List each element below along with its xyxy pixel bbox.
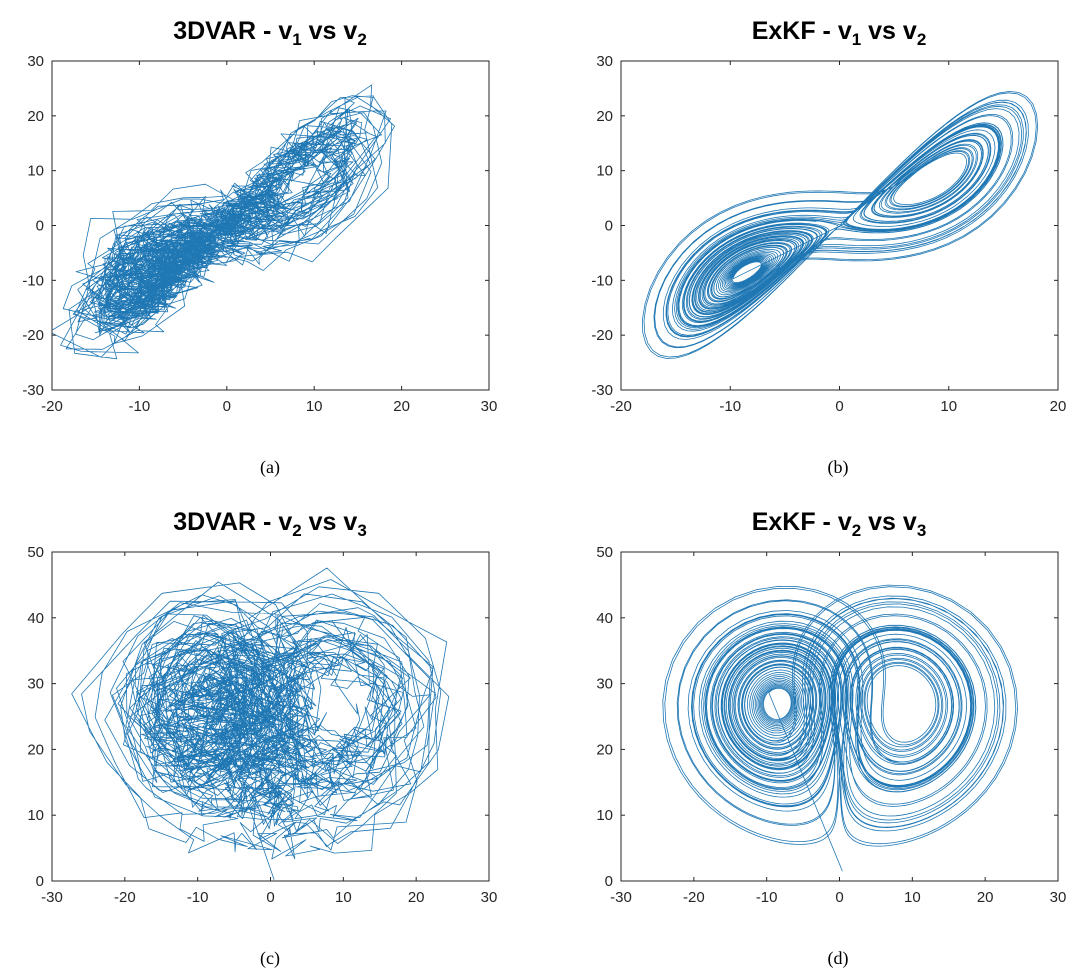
y-tick-label: 10 bbox=[596, 807, 613, 824]
x-tick-label: -20 bbox=[41, 398, 63, 415]
y-tick-label: 20 bbox=[596, 741, 613, 758]
y-tick-label: 40 bbox=[27, 610, 44, 627]
x-tick-label: 30 bbox=[481, 398, 498, 415]
y-tick-label: 20 bbox=[27, 741, 44, 758]
x-tick-label: 10 bbox=[940, 398, 957, 415]
y-tick-label: -10 bbox=[22, 272, 44, 289]
x-tick-label: 0 bbox=[223, 398, 231, 415]
x-tick-label: 10 bbox=[306, 398, 323, 415]
axes-box bbox=[620, 60, 1059, 391]
x-tick-label: 20 bbox=[977, 889, 994, 906]
panel-a-title: 3DVAR - v1 vs v2 bbox=[173, 17, 367, 49]
panel-c-plot-area: -30 -20 -10 0 10 20 30 0 10 20 30 40 50 bbox=[27, 544, 497, 906]
y-tick-label: 40 bbox=[596, 610, 613, 627]
x-tick-label: -10 bbox=[129, 398, 151, 415]
y-tick-label: 0 bbox=[605, 873, 613, 890]
x-tick-label: -20 bbox=[683, 889, 705, 906]
panel-d-title: ExKF - v2 vs v3 bbox=[752, 508, 927, 540]
panel-d: ExKF - v2 vs v3 -30 -20 -10 0 10 20 30 0 10 20 30 4… bbox=[596, 508, 1066, 969]
trajectory-line bbox=[52, 84, 395, 360]
y-tick-label: 0 bbox=[36, 873, 44, 890]
y-tick-label: -10 bbox=[591, 272, 613, 289]
y-tick-label: -20 bbox=[591, 327, 613, 344]
panel-d-plot-area: -30 -20 -10 0 10 20 30 0 10 20 30 40 50 bbox=[596, 544, 1066, 906]
x-tick-label: 20 bbox=[1050, 398, 1067, 415]
y-tick-label: 20 bbox=[27, 108, 44, 125]
x-tick-label: -10 bbox=[756, 889, 778, 906]
x-tick-label: -10 bbox=[719, 398, 741, 415]
x-tick-label: 10 bbox=[904, 889, 921, 906]
y-tick-label: 10 bbox=[27, 163, 44, 180]
x-tick-label: -20 bbox=[114, 889, 136, 906]
x-tick-label: -20 bbox=[610, 398, 632, 415]
y-tick-label: 50 bbox=[596, 544, 613, 561]
x-tick-label: -30 bbox=[41, 889, 63, 906]
panel-b-caption: (b) bbox=[828, 457, 849, 478]
panel-c-caption: (c) bbox=[260, 948, 280, 969]
x-tick-label: 0 bbox=[266, 889, 274, 906]
panel-b: ExKF - v1 vs v2 -20 -10 0 10 20-30-20-100102… bbox=[591, 17, 1066, 478]
trajectory-line bbox=[71, 567, 450, 880]
x-tick-label: -10 bbox=[187, 889, 209, 906]
y-tick-label: 30 bbox=[27, 53, 44, 70]
panel-b-title: ExKF - v1 vs v2 bbox=[752, 17, 927, 49]
y-tick-label: 0 bbox=[36, 218, 44, 235]
y-tick-label: 30 bbox=[27, 676, 44, 693]
y-tick-label: 50 bbox=[27, 544, 44, 561]
x-tick-label: -30 bbox=[610, 889, 632, 906]
y-tick-label: 0 bbox=[605, 218, 613, 235]
panel-c: 3DVAR - v2 vs v3 -30 -20 -10 0 10 20 30 0 10 20 30… bbox=[27, 508, 497, 969]
y-tick-label: -30 bbox=[591, 382, 613, 399]
y-tick-label: 10 bbox=[596, 163, 613, 180]
trajectory-line bbox=[642, 91, 1039, 359]
y-tick-label: 20 bbox=[596, 108, 613, 125]
x-tick-label: 30 bbox=[1050, 889, 1067, 906]
y-tick-label: 30 bbox=[596, 53, 613, 70]
panel-a-caption: (a) bbox=[260, 457, 280, 478]
y-tick-label: -20 bbox=[22, 327, 44, 344]
x-tick-label: 20 bbox=[393, 398, 410, 415]
panel-a: 3DVAR - v1 vs v2 -20 -10 0 10 20 30-30-20-100… bbox=[22, 17, 497, 478]
x-tick-label: 0 bbox=[835, 398, 843, 415]
y-tick-label: 30 bbox=[596, 676, 613, 693]
x-tick-label: 30 bbox=[481, 889, 498, 906]
panel-c-title: 3DVAR - v2 vs v3 bbox=[173, 508, 367, 540]
trajectory-line bbox=[662, 584, 1018, 872]
panel-d-caption: (d) bbox=[828, 948, 849, 969]
y-tick-label: -30 bbox=[22, 382, 44, 399]
x-tick-label: 10 bbox=[335, 889, 352, 906]
y-tick-label: 10 bbox=[27, 807, 44, 824]
x-tick-label: 20 bbox=[408, 889, 425, 906]
x-tick-label: 0 bbox=[835, 889, 843, 906]
